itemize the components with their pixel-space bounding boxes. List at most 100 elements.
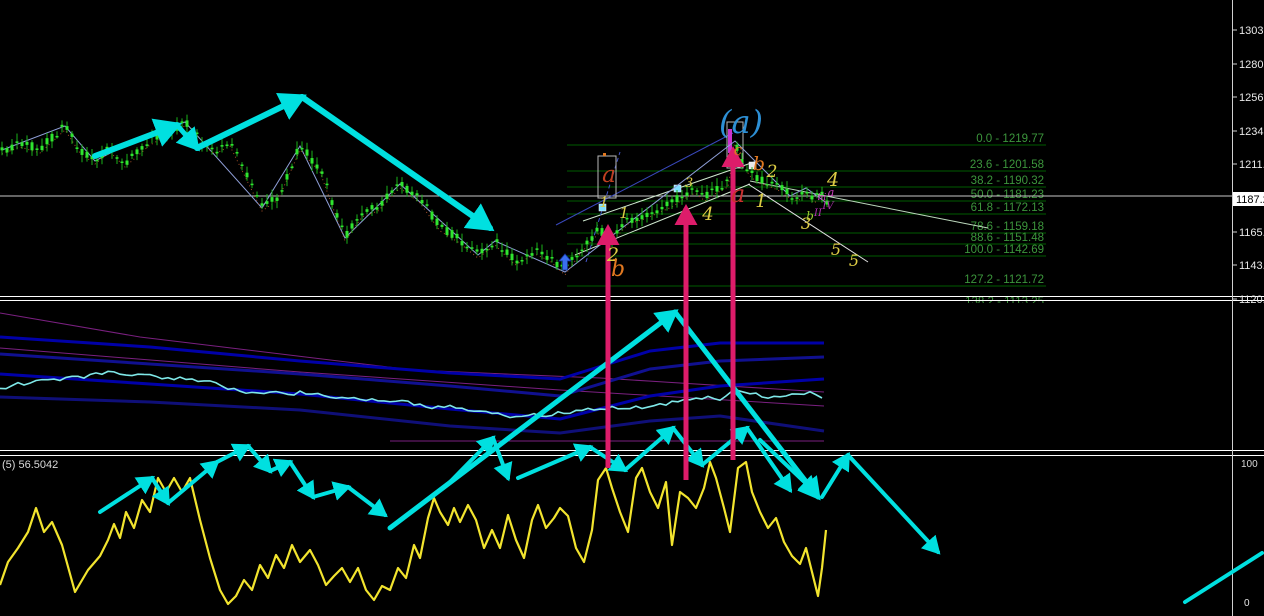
candle-body xyxy=(145,144,149,146)
candle-body xyxy=(265,201,269,204)
candle-body xyxy=(785,188,789,195)
wave-label[interactable]: 3 xyxy=(685,176,693,191)
wave-label[interactable]: 5 xyxy=(831,240,841,259)
cyan-trend-arrow[interactable] xyxy=(516,443,594,480)
cyan-trend-arrow[interactable] xyxy=(288,460,315,501)
wave-label[interactable]: 1 xyxy=(755,191,766,212)
candle-body xyxy=(585,240,589,245)
candle-body xyxy=(140,146,144,150)
candle-body xyxy=(505,249,509,255)
candle-body xyxy=(160,134,164,136)
candle-body xyxy=(675,195,679,203)
cyan-trend-arrow[interactable] xyxy=(268,458,294,478)
wave-label[interactable]: 3 xyxy=(801,214,811,233)
candle-body xyxy=(255,195,259,197)
candle-body xyxy=(780,185,784,191)
wave-label[interactable]: iii xyxy=(818,193,827,203)
candle-body xyxy=(300,147,304,150)
candle-body xyxy=(615,230,619,234)
fib-level-label: 61.8 - 1172.13 xyxy=(971,202,1044,214)
wave-label[interactable]: a xyxy=(731,180,745,208)
candle-body xyxy=(450,230,454,238)
candle-body xyxy=(55,135,59,138)
price-axis-label: 1165.9 xyxy=(1239,227,1264,239)
wave-label[interactable]: 1 xyxy=(600,195,609,211)
candle-body xyxy=(700,193,704,195)
candle-body xyxy=(365,209,369,212)
selection-box xyxy=(597,155,617,199)
stochastic-line xyxy=(0,460,828,606)
cyan-trend-arrow[interactable] xyxy=(174,122,200,152)
candle-body xyxy=(695,190,699,192)
moving-average-panel[interactable] xyxy=(0,312,825,442)
trendlines[interactable] xyxy=(555,121,989,263)
cyan-trend-arrow[interactable] xyxy=(758,438,818,495)
candle-body xyxy=(685,192,689,196)
wave-label[interactable]: a xyxy=(828,186,835,199)
candle-body xyxy=(660,206,664,210)
cyan-trend-arrow[interactable] xyxy=(846,453,941,555)
fibonacci-retracement[interactable]: 0.0 - 1219.77 23.6 - 1201.58 38.2 - 1190.3… xyxy=(567,133,1046,308)
cyan-trend-arrow[interactable] xyxy=(745,426,793,493)
cyan-trend-arrow[interactable] xyxy=(672,309,821,501)
oscillator-panel[interactable] xyxy=(0,460,828,606)
cyan-trend-arrow[interactable] xyxy=(246,444,273,474)
wave-label[interactable]: 4 xyxy=(701,204,713,225)
wave-label[interactable]: a xyxy=(602,162,616,188)
candle-body xyxy=(380,200,384,206)
cyan-trend-arrow[interactable] xyxy=(215,443,252,464)
cyan-trend-arrow[interactable] xyxy=(491,436,513,482)
wave-label[interactable]: 4 xyxy=(826,169,839,191)
wave-label[interactable]: b xyxy=(753,153,765,175)
candle-body xyxy=(555,261,559,268)
candle-body xyxy=(610,236,614,242)
wave-label[interactable]: II xyxy=(813,208,823,219)
cyan-trend-arrow[interactable] xyxy=(299,94,495,232)
candle-body xyxy=(825,200,829,205)
cyan-trend-arrow[interactable] xyxy=(700,425,750,467)
drawn-arrow-annotations[interactable] xyxy=(92,92,1264,604)
wave-label[interactable]: b xyxy=(806,209,814,223)
cyan-trend-arrow[interactable] xyxy=(448,435,496,484)
candle-body xyxy=(355,219,359,221)
candle-body xyxy=(120,161,124,164)
candle-body xyxy=(35,148,39,150)
cyan-trend-arrow[interactable] xyxy=(623,425,676,472)
candle-body xyxy=(375,207,379,210)
candle-body xyxy=(280,190,284,192)
candle-body xyxy=(500,250,504,252)
wave-label[interactable]: 2 xyxy=(606,244,619,266)
cyan-trend-arrow[interactable] xyxy=(1183,551,1264,604)
candle-body xyxy=(190,132,194,135)
cyan-trend-arrow[interactable] xyxy=(311,481,352,501)
current-price-tag-text: 1187.2 xyxy=(1236,194,1264,206)
wave-label[interactable]: 2 xyxy=(766,162,778,182)
fib-level-label: 38.2 - 1190.32 xyxy=(971,175,1044,187)
candle-body xyxy=(795,197,799,199)
candle-body xyxy=(750,170,754,173)
cyan-trend-arrow[interactable] xyxy=(166,459,220,505)
cyan-trend-arrow[interactable] xyxy=(194,92,307,151)
cyan-trend-arrow[interactable] xyxy=(150,476,170,507)
cyan-trend-arrow[interactable] xyxy=(820,451,850,499)
cyan-trend-arrow[interactable] xyxy=(346,485,388,518)
cyan-trend-arrow[interactable] xyxy=(98,476,156,514)
wave-label[interactable]: b xyxy=(611,257,625,282)
wave-label[interactable]: 1 xyxy=(619,204,629,222)
wave-label[interactable]: c xyxy=(734,141,743,159)
cyan-trend-arrow[interactable] xyxy=(387,309,679,531)
candle-body xyxy=(415,193,419,196)
fib-level-label: 100.0 - 1142.69 xyxy=(964,244,1044,256)
wave-label[interactable]: 5 xyxy=(849,251,859,270)
wave-label[interactable]: (a) xyxy=(719,103,763,141)
candle-body xyxy=(125,160,129,165)
cyan-trend-arrow[interactable] xyxy=(92,118,183,159)
wave-label[interactable]: IV xyxy=(821,201,835,212)
price-axis-label: 1280.3 xyxy=(1239,59,1264,71)
candle-body xyxy=(710,188,714,191)
candle-body xyxy=(600,228,604,236)
candle-body xyxy=(480,248,484,254)
